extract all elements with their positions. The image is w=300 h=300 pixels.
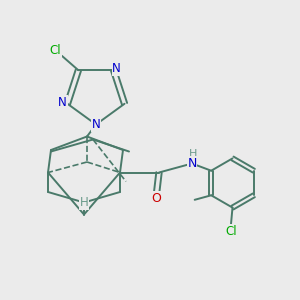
Text: N: N bbox=[187, 157, 197, 170]
Text: Cl: Cl bbox=[50, 44, 61, 57]
Text: H: H bbox=[80, 196, 88, 209]
Text: N: N bbox=[58, 96, 67, 109]
Text: N: N bbox=[92, 118, 100, 131]
Text: N: N bbox=[112, 62, 121, 75]
Text: H: H bbox=[189, 149, 197, 160]
Text: Cl: Cl bbox=[225, 225, 237, 238]
Text: O: O bbox=[151, 191, 161, 205]
